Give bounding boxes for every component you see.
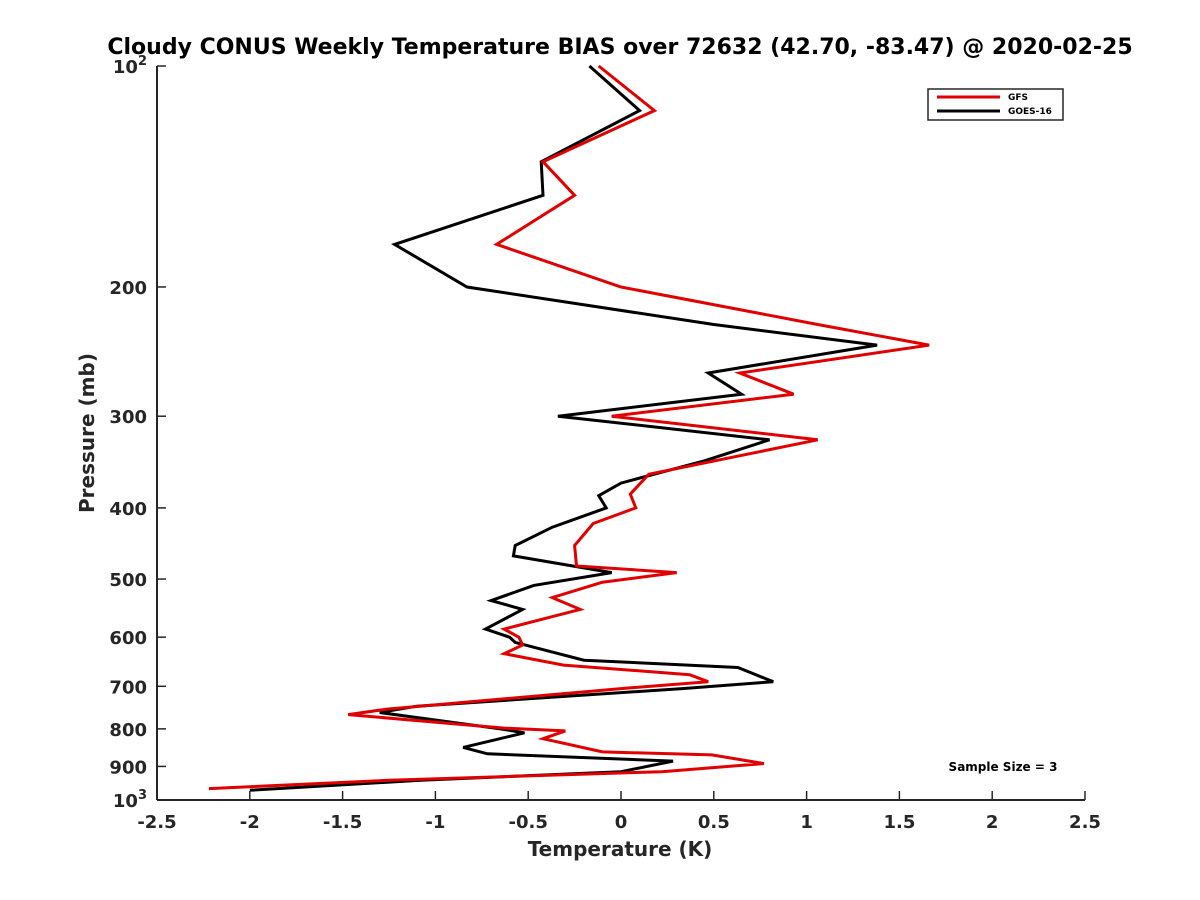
y-tick-label: 700 bbox=[109, 677, 147, 698]
legend: GFS GOES-16 bbox=[927, 88, 1064, 121]
legend-label: GOES-16 bbox=[1008, 107, 1052, 117]
y-tick-label-exponent: 3 bbox=[138, 788, 147, 803]
y-axis-label: Pressure (mb) bbox=[75, 353, 99, 513]
y-tick-label-base: 200 bbox=[109, 278, 147, 299]
legend-label: GFS bbox=[1008, 93, 1028, 103]
y-tick-label: 102 bbox=[113, 54, 147, 78]
y-tick-label: 400 bbox=[109, 499, 147, 520]
y-tick-label: 200 bbox=[109, 278, 147, 299]
chart-title: Cloudy CONUS Weekly Temperature BIAS ove… bbox=[107, 35, 1132, 60]
x-tick-label: 0.5 bbox=[698, 812, 730, 833]
x-tick-label: -1 bbox=[425, 812, 445, 833]
y-tick-label: 500 bbox=[109, 570, 147, 591]
x-axis-label: Temperature (K) bbox=[528, 837, 713, 861]
y-tick-label-base: 900 bbox=[109, 757, 147, 778]
y-tick-label: 800 bbox=[109, 720, 147, 741]
series-line-gfs bbox=[208, 64, 930, 791]
y-tick-label-base: 500 bbox=[109, 570, 147, 591]
y-tick-label-base: 700 bbox=[109, 677, 147, 698]
sample-size-annotation: Sample Size = 3 bbox=[949, 760, 1058, 774]
x-tick-label: -1.5 bbox=[323, 812, 362, 833]
legend-box bbox=[927, 88, 1064, 121]
x-tick-label: 2.5 bbox=[1069, 812, 1101, 833]
y-tick-label: 600 bbox=[109, 628, 147, 649]
x-tick-label: 1.5 bbox=[883, 812, 915, 833]
y-tick-label-base: 600 bbox=[109, 628, 147, 649]
x-axis-ticks: -2.5 -2 -1.5 -1 -0.5 0 0.5 1 1.5 2 2.5 bbox=[137, 791, 1101, 833]
y-tick-label-base: 800 bbox=[109, 720, 147, 741]
series-line-goes-16 bbox=[249, 64, 878, 792]
y-tick-label: 900 bbox=[109, 757, 147, 778]
y-tick-label-base: 300 bbox=[109, 407, 147, 428]
x-tick-label: 2 bbox=[986, 812, 999, 833]
x-tick-label: 0 bbox=[615, 812, 628, 833]
x-tick-label: -2.5 bbox=[137, 812, 176, 833]
plot-lines bbox=[208, 64, 930, 792]
y-tick-label-base: 400 bbox=[109, 499, 147, 520]
x-tick-label: 1 bbox=[800, 812, 813, 833]
y-tick-label: 103 bbox=[113, 788, 147, 812]
y-tick-label: 300 bbox=[109, 407, 147, 428]
x-tick-label: -0.5 bbox=[509, 812, 548, 833]
y-tick-label-base: 10 bbox=[113, 57, 138, 78]
y-tick-label-base: 10 bbox=[113, 791, 138, 812]
x-tick-label: -2 bbox=[240, 812, 260, 833]
y-tick-label-exponent: 2 bbox=[138, 54, 147, 69]
